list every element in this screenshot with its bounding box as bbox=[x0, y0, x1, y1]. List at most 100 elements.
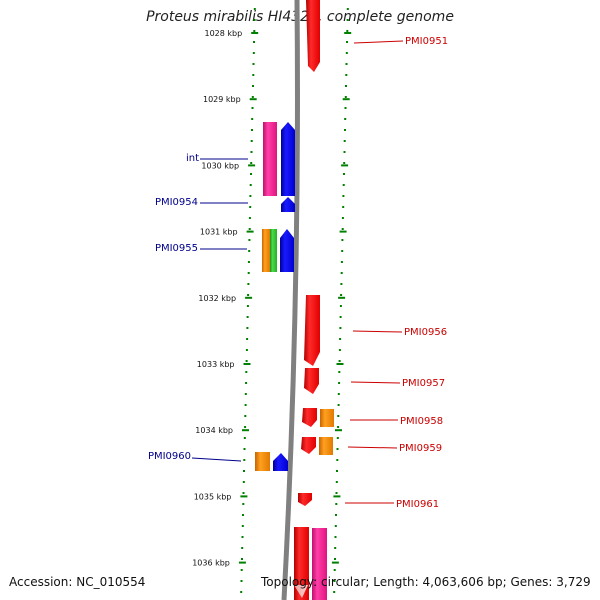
gene-pink-1036[interactable] bbox=[312, 528, 327, 600]
gene-label-PMI0951: PMI0951 bbox=[405, 36, 448, 47]
ruler-tick bbox=[342, 98, 350, 101]
gene-PMI0956[interactable] bbox=[304, 295, 320, 366]
ruler-label: 1029 kbp bbox=[203, 95, 241, 104]
ruler-dot bbox=[336, 448, 339, 450]
ruler-dot bbox=[252, 74, 255, 76]
ruler-dot bbox=[339, 316, 342, 318]
ruler-dot bbox=[340, 261, 343, 263]
ruler-dot bbox=[252, 85, 254, 87]
ruler-dot bbox=[244, 393, 247, 395]
ruler-dot bbox=[241, 547, 244, 549]
ruler-dot bbox=[252, 52, 255, 54]
ruler-dot bbox=[341, 239, 344, 241]
ruler-dot bbox=[246, 338, 249, 340]
ruler-dot bbox=[334, 558, 336, 560]
ruler-dot bbox=[343, 162, 346, 164]
ruler-dot bbox=[247, 283, 250, 285]
label-leader-lines bbox=[191, 40, 404, 504]
ruler-dot bbox=[338, 382, 341, 384]
ruler-dot bbox=[344, 107, 347, 109]
genome-backbone bbox=[281, 0, 300, 600]
ruler-tick bbox=[339, 230, 347, 233]
ruler-tick bbox=[245, 296, 253, 299]
accession-text: Accession: NC_010554 bbox=[9, 575, 146, 589]
gene-PMI0957[interactable] bbox=[304, 368, 319, 394]
ruler-dot bbox=[337, 426, 340, 428]
gene-PMI0955-orange[interactable] bbox=[262, 229, 270, 272]
ruler-dot bbox=[243, 459, 246, 461]
ruler-label: 1030 kbp bbox=[201, 161, 239, 170]
gene-PMI0961[interactable] bbox=[298, 493, 312, 506]
ruler-dot bbox=[346, 30, 349, 32]
ruler-dot bbox=[241, 525, 244, 527]
gene-label-PMI0954: PMI0954 bbox=[155, 197, 198, 208]
gene-label-PMI0957: PMI0957 bbox=[402, 378, 445, 389]
ruler-dot bbox=[242, 492, 245, 494]
gene-int[interactable] bbox=[263, 122, 277, 196]
ruler-tick bbox=[344, 32, 352, 34]
ruler-dot bbox=[243, 470, 245, 472]
gene-red-1036[interactable] bbox=[294, 527, 309, 600]
gene-PMI0954[interactable] bbox=[281, 197, 295, 212]
map-title: Proteus mirabilis HI4320, complete genom… bbox=[146, 9, 454, 25]
ruler-dot bbox=[251, 118, 254, 120]
ruler-dot bbox=[333, 569, 336, 571]
gene-PMI0960-orange[interactable] bbox=[255, 452, 270, 471]
ruler-dot bbox=[244, 415, 247, 417]
ruler-tick bbox=[331, 561, 339, 564]
ruler-dot bbox=[333, 591, 336, 593]
ruler-dot bbox=[253, 19, 256, 21]
ruler-dot bbox=[345, 74, 348, 76]
ruler-dot bbox=[346, 19, 349, 21]
gene-label-PMI0961: PMI0961 bbox=[396, 499, 439, 510]
gene-PMI0955-green[interactable] bbox=[270, 229, 277, 272]
ruler-dot bbox=[249, 195, 252, 197]
ruler-tick bbox=[249, 98, 257, 101]
ruler-dot bbox=[343, 151, 346, 153]
ruler-dot bbox=[253, 8, 256, 10]
ruler-dot bbox=[251, 96, 254, 98]
ruler-dot bbox=[242, 503, 245, 505]
ruler-dot bbox=[337, 404, 340, 406]
ruler-dot bbox=[251, 129, 253, 131]
gene-PMI0958-orange[interactable] bbox=[320, 409, 334, 427]
ruler-dot bbox=[344, 129, 346, 131]
ruler-dot bbox=[342, 195, 345, 197]
ruler-dot bbox=[245, 382, 248, 384]
ruler-dot bbox=[333, 580, 336, 582]
ruler-label: 1035 kbp bbox=[194, 492, 232, 501]
ruler-dot bbox=[245, 349, 248, 351]
ruler-tick bbox=[248, 164, 256, 167]
gene-PMI0959-orange[interactable] bbox=[319, 437, 333, 455]
ruler-dot bbox=[246, 305, 249, 307]
gene-label-PMI0956: PMI0956 bbox=[404, 327, 447, 338]
ruler-dot bbox=[240, 580, 243, 582]
ruler-label: 1028 kbp bbox=[204, 29, 242, 38]
ruler-dot bbox=[342, 206, 345, 208]
ruler-dot bbox=[340, 294, 343, 296]
ruler-dot bbox=[344, 96, 347, 98]
gene-PMI0958-red[interactable] bbox=[302, 408, 317, 427]
ruler-dot bbox=[242, 481, 245, 483]
gene-PMI0960-blue[interactable] bbox=[273, 453, 288, 471]
ruler-label: 1032 kbp bbox=[198, 294, 236, 303]
ruler-dot bbox=[250, 140, 253, 142]
ruler-dot bbox=[246, 327, 249, 329]
ruler-dot bbox=[240, 569, 243, 571]
ruler-dot bbox=[339, 305, 342, 307]
ruler-dot bbox=[335, 503, 338, 505]
ruler-label: 1036 kbp bbox=[192, 559, 230, 568]
gene-PMI0959-red[interactable] bbox=[301, 437, 316, 454]
ruler-dot bbox=[244, 426, 247, 428]
gene-blue-1031[interactable] bbox=[280, 229, 294, 272]
ruler-dot bbox=[247, 294, 250, 296]
gene-blue-1030[interactable] bbox=[281, 122, 295, 196]
ruler-dot bbox=[345, 85, 347, 87]
ruler-dot bbox=[335, 492, 338, 494]
gene-features bbox=[255, 0, 334, 600]
ruler-dot bbox=[240, 591, 243, 593]
ruler-label: 1033 kbp bbox=[197, 360, 235, 369]
gene-PMI0951[interactable] bbox=[306, 0, 320, 72]
ruler-tick bbox=[240, 495, 248, 498]
